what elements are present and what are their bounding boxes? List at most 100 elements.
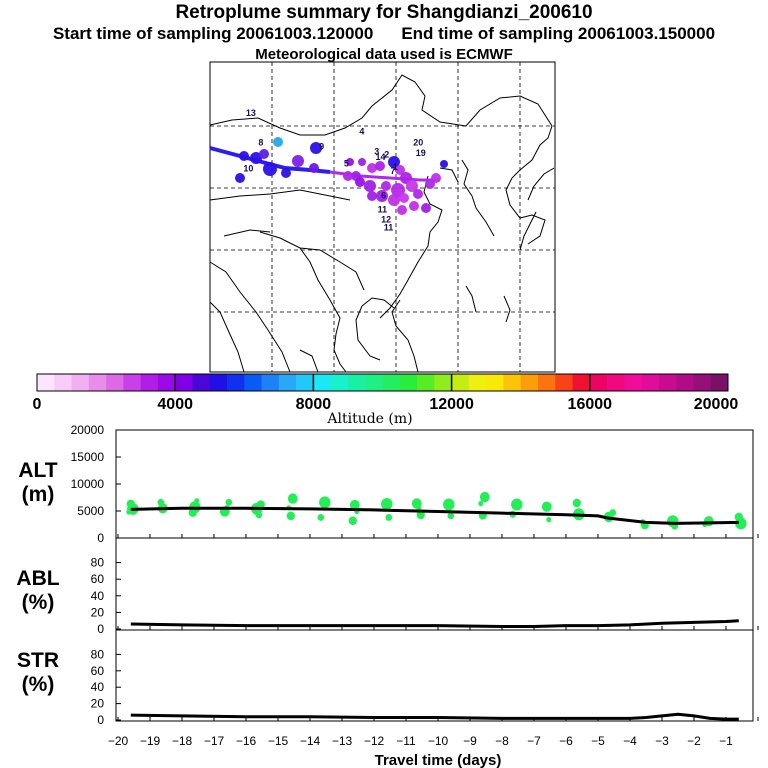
plume-day-label: 8 xyxy=(258,138,263,148)
x-tick-label: −7 xyxy=(527,734,541,748)
plume-particle xyxy=(235,173,245,183)
y-tick-label: 10000 xyxy=(71,477,105,491)
x-tick-label: −3 xyxy=(655,734,669,748)
plume-particles xyxy=(235,137,448,215)
y-tick-label: 15000 xyxy=(71,450,105,464)
plume-particle xyxy=(310,142,322,154)
plume-particle xyxy=(391,183,405,197)
plume-particle xyxy=(263,162,277,176)
plume-particle xyxy=(355,177,365,187)
x-tick-label: −5 xyxy=(591,734,605,748)
colorbar-cell xyxy=(607,374,625,391)
str-line xyxy=(130,712,739,721)
colorbar-cell xyxy=(244,374,262,391)
colorbar-cell xyxy=(468,374,487,391)
chart-title: Retroplume summary for Shangdianzi_20061… xyxy=(175,2,593,23)
colorbar-cell xyxy=(88,374,107,391)
plume-day-label: 3 xyxy=(374,146,379,156)
plume-day-label: 1 xyxy=(393,162,398,172)
x-tick-label: −9 xyxy=(463,734,477,748)
colorbar-cell xyxy=(641,374,660,391)
colorbar-cell xyxy=(486,374,504,391)
plume-day-label: 19 xyxy=(416,148,426,158)
str-label: STR xyxy=(17,649,59,672)
start-time: Start time of sampling 20061003.120000 xyxy=(52,24,374,43)
plume-particle xyxy=(413,189,423,199)
colorbar-cell xyxy=(417,374,435,391)
colorbar-cell xyxy=(175,374,193,391)
plume-particle xyxy=(273,137,283,147)
alt-point xyxy=(319,496,331,509)
colorbar-cell xyxy=(451,374,470,391)
y-tick-label: 0 xyxy=(97,622,104,636)
colorbar-cell xyxy=(209,374,228,391)
y-tick-label: 40 xyxy=(91,680,105,694)
alt-point xyxy=(317,514,325,521)
colorbar-cell xyxy=(227,374,245,391)
x-tick-label: −13 xyxy=(332,734,353,748)
plume-day-label: 7 xyxy=(390,166,395,176)
plume-particle xyxy=(409,201,419,211)
colorbar-cell xyxy=(261,374,280,391)
colorbar-tick-label: 12000 xyxy=(429,396,474,413)
str-panel-frame xyxy=(115,629,754,722)
colorbar-cell xyxy=(37,374,55,391)
colorbar-cell xyxy=(399,374,418,391)
y-tick-label: 60 xyxy=(91,572,105,586)
colorbar-cell xyxy=(192,374,211,391)
plume-particle xyxy=(381,181,391,191)
x-tick-label: −20 xyxy=(108,734,129,748)
alt-point xyxy=(572,498,581,508)
alt-point xyxy=(478,500,484,507)
colorbar-cell xyxy=(572,374,591,391)
plume-particle xyxy=(440,160,448,168)
x-tick-label: −18 xyxy=(172,734,193,748)
plume-day-label: 2 xyxy=(384,149,389,159)
plume-particle xyxy=(367,163,377,173)
y-tick-label: 40 xyxy=(91,589,105,603)
alt-point xyxy=(255,511,263,519)
abl-label: ABL xyxy=(16,567,59,590)
colorbar-cell xyxy=(624,374,642,391)
alt-point xyxy=(735,517,747,530)
colorbar-cell xyxy=(555,374,573,391)
alt-point xyxy=(349,499,360,511)
colorbar-cell xyxy=(693,374,712,391)
plume-day-label: 10 xyxy=(243,164,253,174)
plume-particle xyxy=(388,156,400,168)
plume-particle xyxy=(395,165,405,175)
alt-point xyxy=(546,517,552,523)
abl-panel: ABL (%) 0 20 40 60 80 xyxy=(16,537,759,636)
colorbar-cell xyxy=(537,374,556,391)
x-tick-label: −15 xyxy=(268,734,289,748)
y-tick-label: 20000 xyxy=(71,423,105,437)
y-tick-label: 60 xyxy=(91,664,105,678)
colorbar-cell xyxy=(313,374,331,391)
x-tick-label: −16 xyxy=(236,734,257,748)
alt-label: ALT xyxy=(18,459,57,482)
colorbar-cell xyxy=(434,374,452,391)
plume-day-label: 11 xyxy=(384,223,394,233)
y-tick-label: 80 xyxy=(91,647,105,661)
y-tick-label: 20 xyxy=(91,605,105,619)
colorbar-cell xyxy=(330,374,349,391)
colorbar-title: Altitude (m) xyxy=(326,411,412,427)
plume-particle xyxy=(406,180,418,192)
colorbar-cell xyxy=(106,374,124,391)
plume-day-label: 6 xyxy=(381,190,386,200)
alt-point xyxy=(541,501,552,512)
plume-particle xyxy=(364,180,376,192)
colorbar-cell xyxy=(71,374,90,391)
colorbar-cell xyxy=(140,374,159,391)
plume-day-label: 12 xyxy=(381,214,391,224)
alt-point xyxy=(385,514,393,521)
plume-particle xyxy=(425,179,435,189)
plume-particle xyxy=(343,171,353,181)
colorbar-cell xyxy=(658,374,677,391)
met-data-note: Meteorological data used is ECMWF xyxy=(255,46,513,63)
colorbar-tick-label: 16000 xyxy=(568,396,613,413)
alt-point xyxy=(287,493,298,504)
x-tick-label: −2 xyxy=(687,734,701,748)
colorbar-cell xyxy=(157,374,176,391)
plume-particle xyxy=(399,193,409,203)
